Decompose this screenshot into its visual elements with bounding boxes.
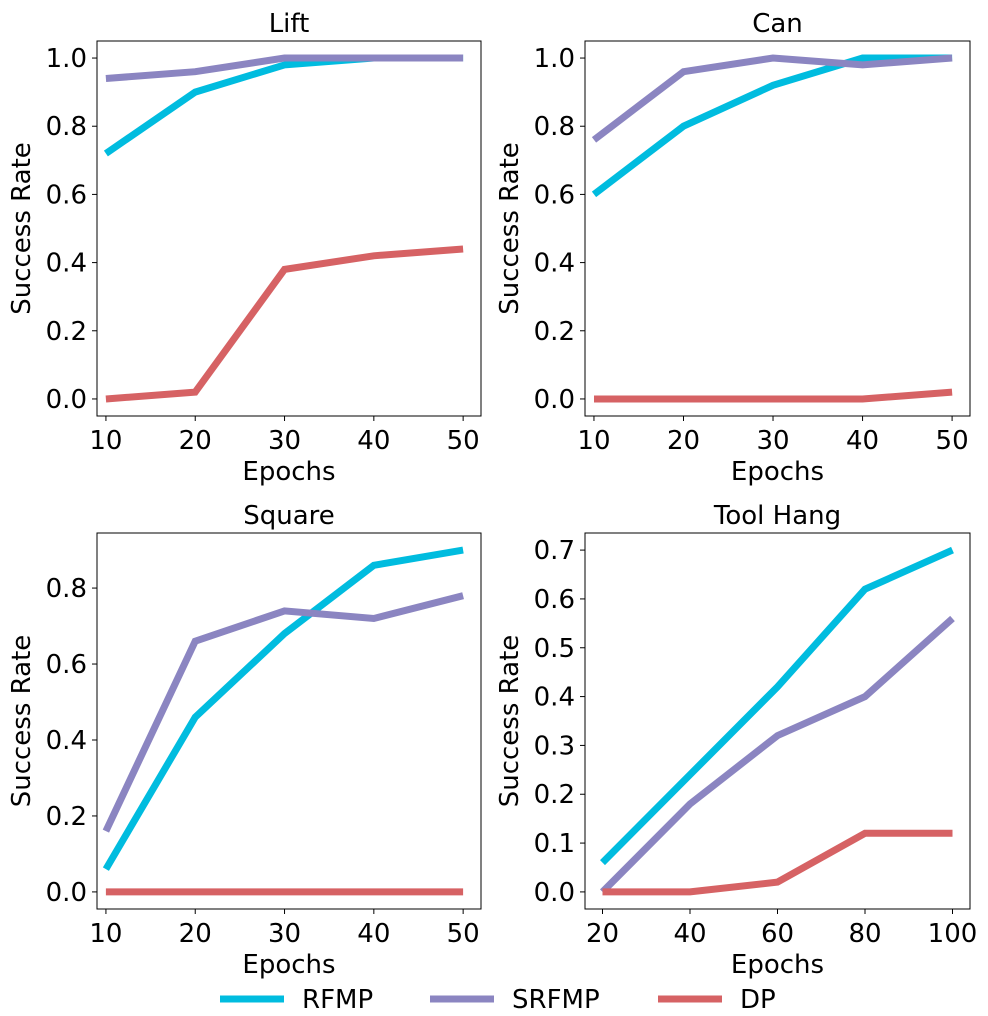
y-tick-label-square: 0.0 <box>46 878 87 908</box>
x-tick-label-lift: 10 <box>89 426 122 456</box>
y-tick-label-lift: 0.0 <box>46 385 87 415</box>
x-axis-label-can: Epochs <box>731 457 824 487</box>
line-srfmp-tool-hang <box>600 615 955 895</box>
x-tick-label-square: 30 <box>268 919 301 949</box>
legend: RFMP SRFMP DP <box>220 985 776 1015</box>
y-tick-label-can: 0.0 <box>534 385 575 415</box>
y-tick-label-tool-hang: 0.2 <box>534 780 575 810</box>
y-tick-label-tool-hang: 0.0 <box>534 878 575 908</box>
y-tick-label-can: 0.2 <box>534 317 575 347</box>
y-tick-label-lift: 0.8 <box>46 112 87 142</box>
x-tick-label-tool-hang: 80 <box>848 919 881 949</box>
x-axis-label-tool-hang: Epochs <box>731 950 824 980</box>
y-axis-label-can: Success Rate <box>495 142 525 315</box>
y-tick-label-lift: 0.2 <box>46 317 87 347</box>
x-tick-label-tool-hang: 60 <box>761 919 794 949</box>
x-tick-label-lift: 30 <box>268 426 301 456</box>
line-rfmp-square <box>102 546 464 871</box>
y-tick-label-can: 0.8 <box>534 112 575 142</box>
x-tick-label-lift: 40 <box>357 426 390 456</box>
line-srfmp-can <box>591 54 953 143</box>
title-tool-hang: Tool Hang <box>713 501 841 531</box>
line-dp-can <box>594 388 953 403</box>
x-tick-label-square: 50 <box>447 919 480 949</box>
y-axis-label-square: Success Rate <box>7 635 37 808</box>
y-tick-label-tool-hang: 0.5 <box>534 634 575 664</box>
x-tick-label-tool-hang: 100 <box>928 919 978 949</box>
y-tick-label-lift: 1.0 <box>46 44 87 74</box>
title-can: Can <box>752 9 803 39</box>
y-tick-label-can: 0.6 <box>534 180 575 210</box>
axes-frame-lift <box>96 40 482 417</box>
line-rfmp-tool-hang <box>600 546 954 866</box>
subplot-square: Square 10 20 30 40 50 0.0 0.2 0.4 0.6 0.8 Epochs Suc… <box>7 501 482 980</box>
subplot-tool-hang: Tool Hang 20 40 60 80 100 0.0 0.1 0.2 0.3 0.4 0.5 0.… <box>495 501 977 980</box>
subplot-can: Can 10 20 30 40 50 0.0 0.2 0.4 0.6 0.8 1.0 Epochs Suc… <box>495 9 971 487</box>
x-tick-label-square: 40 <box>357 919 390 949</box>
x-tick-label-square: 10 <box>89 919 122 949</box>
x-tick-label-can: 30 <box>756 426 789 456</box>
y-axis-label-lift: Success Rate <box>7 142 37 315</box>
y-tick-label-lift: 0.6 <box>46 180 87 210</box>
x-tick-label-can: 10 <box>577 426 610 456</box>
y-tick-label-tool-hang: 0.6 <box>534 585 575 615</box>
legend-label-rfmp: RFMP <box>302 985 373 1015</box>
y-tick-label-tool-hang: 0.1 <box>534 829 575 859</box>
x-tick-label-can: 50 <box>936 426 969 456</box>
y-tick-label-can: 0.4 <box>534 249 575 279</box>
axes-frame-square <box>96 532 482 910</box>
y-tick-label-square: 0.6 <box>46 650 87 680</box>
y-axis-label-tool-hang: Success Rate <box>495 635 525 808</box>
x-axis-label-square: Epochs <box>242 950 335 980</box>
x-tick-label-can: 40 <box>846 426 879 456</box>
line-dp-tool-hang <box>602 829 953 896</box>
line-rfmp-can <box>591 54 953 198</box>
x-axis-label-lift: Epochs <box>242 457 335 487</box>
y-tick-label-tool-hang: 0.3 <box>534 731 575 761</box>
y-tick-label-square: 0.4 <box>46 726 87 756</box>
title-square: Square <box>243 501 335 531</box>
x-tick-label-tool-hang: 40 <box>673 919 706 949</box>
y-tick-label-square: 0.8 <box>46 574 87 604</box>
y-tick-label-tool-hang: 0.7 <box>534 536 575 566</box>
line-srfmp-square <box>102 592 464 833</box>
title-lift: Lift <box>269 9 310 39</box>
x-tick-label-lift: 20 <box>179 426 212 456</box>
line-dp-lift <box>105 245 464 403</box>
x-tick-label-square: 20 <box>179 919 212 949</box>
axes-frame-can <box>584 40 971 417</box>
y-tick-label-lift: 0.4 <box>46 249 87 279</box>
x-tick-label-lift: 50 <box>447 426 480 456</box>
line-srfmp-lift <box>105 54 464 82</box>
legend-label-srfmp: SRFMP <box>512 985 600 1015</box>
x-tick-label-can: 20 <box>667 426 700 456</box>
subplot-lift: Lift 10 20 30 40 50 0.0 0.2 0.4 0.6 0.8 1.0 Epochs Su… <box>7 9 482 487</box>
y-tick-label-tool-hang: 0.4 <box>534 683 575 713</box>
y-tick-label-square: 0.2 <box>46 802 87 832</box>
legend-label-dp: DP <box>740 985 776 1015</box>
x-tick-label-tool-hang: 20 <box>586 919 619 949</box>
y-tick-label-can: 1.0 <box>534 44 575 74</box>
